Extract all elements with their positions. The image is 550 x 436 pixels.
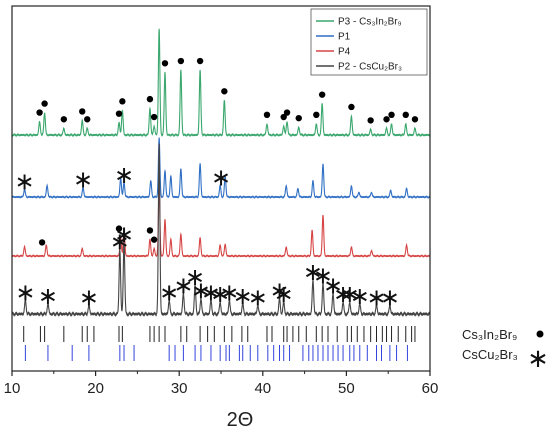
x-axis: 10 20 30 40 50 60: [4, 371, 439, 397]
marker-star-p2-cscu-br: ∗: [110, 227, 130, 255]
marker-star-p2-cscu-br: ∗: [248, 284, 268, 312]
legend-box: [310, 8, 428, 76]
marker-dot-p3-cs-in-br: [295, 114, 302, 122]
marker-dot-p3-cs-in-br: [41, 100, 48, 107]
reference-label-cscu-br: CsCu₂Br₃: [462, 347, 518, 362]
marker-dot-p4: [38, 239, 46, 246]
marker-dot-p3-cs-in-br: [36, 109, 43, 116]
marker-dot-p3-cs-in-br: [318, 91, 326, 98]
reference-symbol-star: ∗: [527, 344, 549, 374]
x-axis-label: 2Θ: [227, 409, 254, 431]
marker-dot-p3-cs-in-br: [161, 60, 169, 67]
legend-label-p2-cscu-br: P2 - CsCu₂Br₃: [338, 62, 402, 73]
x-tick-label: 60: [422, 380, 439, 397]
pattern-line-p4: [11, 186, 431, 258]
x-tick-label: 50: [338, 380, 355, 397]
marker-dot-p3-cs-in-br: [402, 111, 409, 119]
marker-star-p2-cscu-br: ∗: [303, 258, 323, 286]
marker-star-p2-cscu-br: ∗: [38, 282, 58, 310]
marker-star-p2-cscu-br: ∗: [269, 277, 289, 305]
marker-dot-p3-cs-in-br: [177, 57, 185, 65]
marker-dot-p3-cs-in-br: [115, 110, 123, 117]
marker-dot-p3-cs-in-br: [119, 98, 126, 105]
x-tick-label: 20: [87, 380, 104, 397]
marker-dot-p3-cs-in-br: [150, 113, 158, 121]
marker-star-p2-cscu-br: ∗: [323, 272, 343, 300]
marker-star-p2-cscu-br: ∗: [333, 280, 353, 308]
marker-star-p2-cscu-br: ∗: [233, 282, 253, 310]
marker-dot-p3-cs-in-br: [280, 113, 287, 121]
marker-star-p1: ∗: [73, 166, 93, 194]
marker-dot-p3-cs-in-br: [196, 57, 204, 65]
reference-patterns: Cs₃In₂Br₉ CsCu₂Br₃ ∗: [23, 326, 549, 374]
marker-star-p2-cscu-br: ∗: [366, 284, 386, 312]
marker-star-p2-cscu-br: ∗: [15, 278, 35, 306]
x-tick-label: 10: [4, 380, 21, 397]
legend-label-p1: P1: [338, 32, 351, 43]
marker-star-p2-cscu-br: ∗: [201, 278, 221, 306]
marker-dot-p4: [150, 236, 158, 243]
marker-dot-p3-cs-in-br: [60, 116, 68, 123]
pattern-line-p1: [11, 137, 431, 199]
marker-dot-p3-cs-in-br: [283, 109, 291, 116]
marker-star-p2-cscu-br: ∗: [313, 261, 333, 289]
xrd-patterns: [11, 28, 431, 317]
marker-star-p1: ∗: [211, 164, 231, 192]
marker-star-p2-cscu-br: ∗: [79, 284, 99, 312]
marker-dot-p3-cs-in-br: [383, 116, 390, 123]
marker-dot-p3-cs-in-br: [84, 116, 91, 123]
legend-label-p3-cs-in-br: P3 - Cs₃In₂Br₉: [338, 17, 402, 28]
phase-markers: ∗ ∗ ∗ ∗∗ ∗ ∗∗∗∗∗∗∗∗∗∗∗∗ ∗∗∗∗∗∗∗∗∗∗: [14, 57, 419, 312]
x-tick-label: 30: [171, 380, 188, 397]
reference-label-cs-in-br: Cs₃In₂Br₉: [462, 327, 517, 342]
marker-dot-p3-cs-in-br: [411, 116, 419, 123]
marker-star-p1: ∗: [14, 167, 34, 195]
marker-star-p2-cscu-br: ∗: [185, 263, 205, 291]
marker-dot-p4: [146, 227, 154, 234]
marker-star-p2-cscu-br: ∗: [350, 282, 370, 310]
pattern-line-p2-cscu-br: [11, 143, 431, 317]
marker-star-p2-cscu-br: ∗: [274, 280, 294, 308]
x-tick-label: 40: [254, 380, 271, 397]
pattern-line-p3-cs-in-br: [11, 28, 431, 138]
marker-star-p1: ∗: [114, 161, 134, 189]
marker-star-p2-cscu-br: ∗: [173, 272, 193, 300]
marker-dot-p3-cs-in-br: [367, 117, 374, 124]
legend-label-p4: P4: [338, 47, 351, 58]
marker-star-p2-cscu-br: ∗: [340, 280, 360, 308]
reference-symbol-dot: [536, 330, 544, 338]
marker-star-p2-cscu-br: ∗: [219, 278, 239, 306]
legend: P3 - Cs₃In₂Br₉ P1 P4 P2 - CsCu₂Br₃: [310, 8, 428, 76]
marker-dot-p3-cs-in-br: [388, 111, 395, 119]
marker-dot-p3-cs-in-br: [146, 95, 154, 103]
marker-star-p2-cscu-br: ∗: [159, 278, 179, 306]
marker-star-p2-cscu-br: ∗: [114, 221, 134, 249]
marker-star-p2-cscu-br: ∗: [210, 280, 230, 308]
marker-star-p2-cscu-br: ∗: [380, 284, 400, 312]
marker-dot-p3-cs-in-br: [221, 88, 228, 95]
marker-dot-p3-cs-in-br: [348, 103, 355, 111]
marker-dot-p4: [115, 225, 123, 232]
marker-dot-p3-cs-in-br: [263, 111, 271, 119]
marker-dot-p3-cs-in-br: [313, 111, 320, 119]
marker-star-p2-cscu-br: ∗: [191, 277, 211, 305]
marker-dot-p3-cs-in-br: [79, 108, 86, 115]
